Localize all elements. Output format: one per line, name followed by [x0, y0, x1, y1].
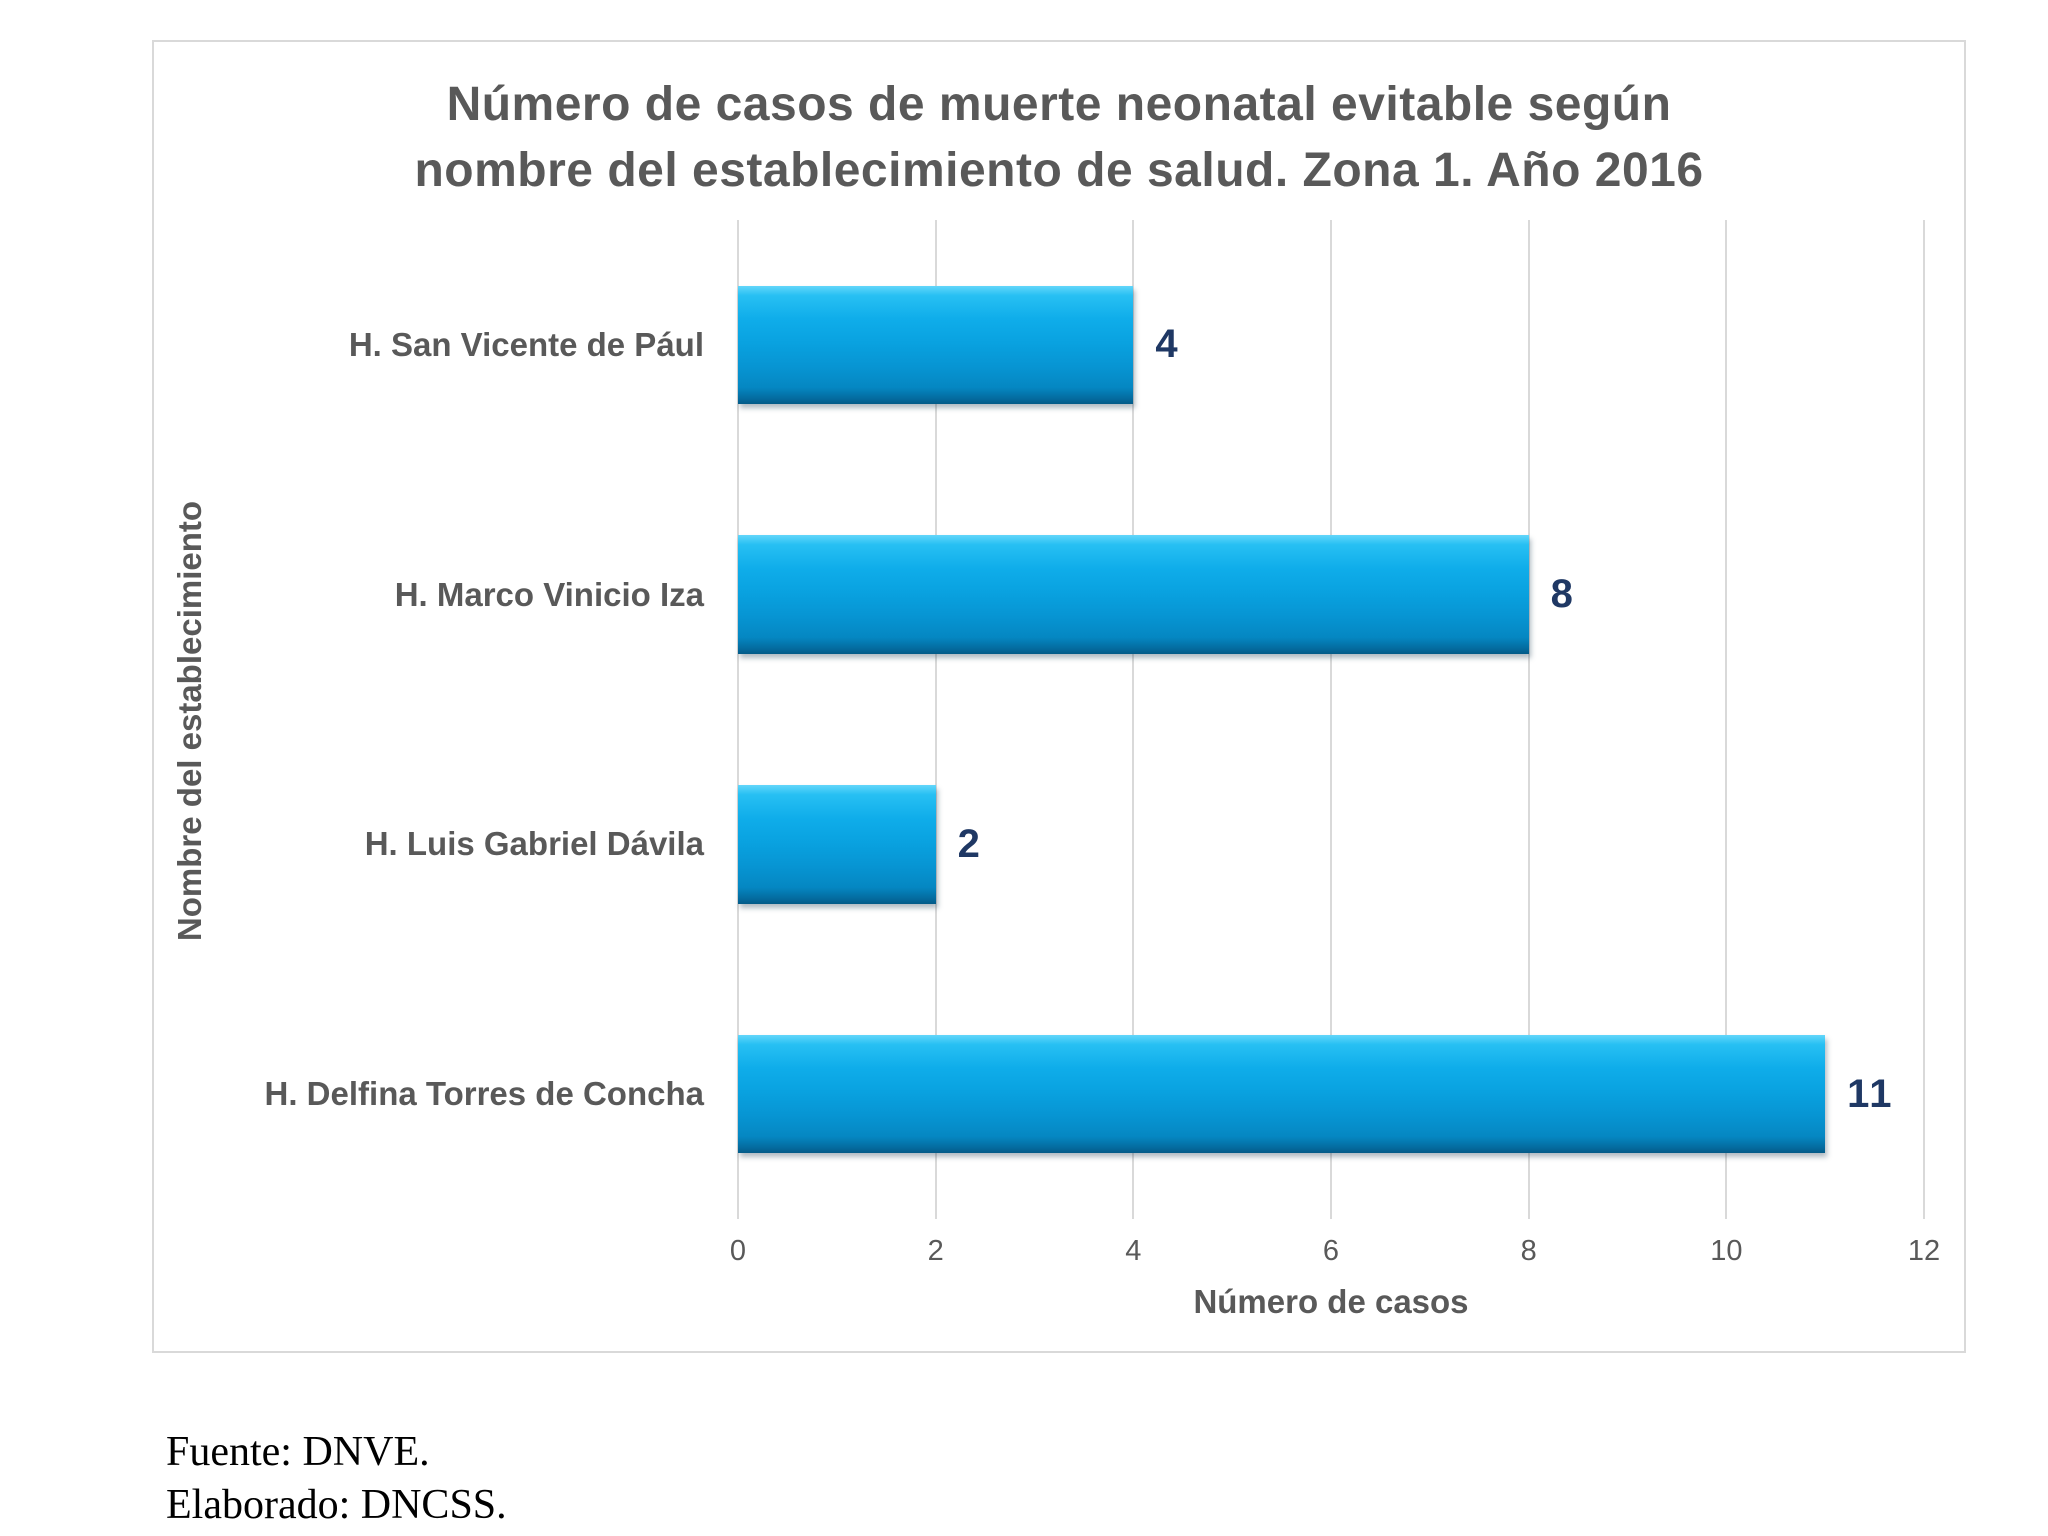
chart-title: Número de casos de muerte neonatal evita… — [154, 42, 1964, 220]
bar-value-label: 4 — [1155, 322, 1180, 367]
x-axis-tick-label: 12 — [1907, 1235, 1941, 1267]
x-axis-tick-label: 4 — [1125, 1235, 1142, 1267]
category-label: H. Delfina Torres de Concha — [264, 1075, 704, 1113]
x-axis-tick-label: 2 — [927, 1235, 944, 1267]
gridline — [1527, 220, 1530, 1219]
bar-row: H. San Vicente de Pául 4 — [226, 220, 1924, 470]
bar — [738, 785, 936, 904]
bar-value-label: 8 — [1550, 572, 1575, 617]
bar — [738, 1034, 1826, 1154]
bar-track: 2 — [738, 720, 1924, 970]
bar-row: H. Luis Gabriel Dávila 2 — [226, 720, 1924, 970]
gridline — [1725, 220, 1728, 1219]
source-note: Fuente: DNVE. — [166, 1429, 430, 1475]
gridline — [1330, 220, 1332, 1219]
bar-track: 4 — [738, 220, 1924, 470]
bar-row: H. Marco Vinicio Iza 8 — [226, 470, 1924, 720]
bar — [738, 285, 1134, 405]
gridline — [934, 220, 937, 1219]
bar — [738, 535, 1529, 654]
plot-content: H. San Vicente de Pául 4 H. Marco Vinicio … — [226, 220, 1964, 1351]
bar-track: 11 — [738, 969, 1924, 1219]
x-axis-tick-label: 0 — [729, 1235, 747, 1267]
x-axis: Número de casos 0 2 4 6 8 10 12 — [730, 1219, 1940, 1351]
chart-main: Nombre del establecimiento H. San Vicent… — [154, 220, 1964, 1351]
gridline — [737, 220, 739, 1219]
chart-frame: Número de casos de muerte neonatal evita… — [152, 40, 1966, 1353]
plot-area: H. San Vicente de Pául 4 H. Marco Vinicio … — [226, 220, 1925, 1219]
category-label: H. Luis Gabriel Dávila — [364, 825, 704, 863]
x-axis-tick-label: 10 — [1710, 1235, 1743, 1267]
category-label: H. San Vicente de Pául — [348, 325, 704, 363]
chart-footnote: Fuente: DNVE. Elaborado: DNCSS. — [166, 1426, 507, 1532]
x-axis-title: Número de casos — [1193, 1283, 1469, 1320]
chart-title-line-2: nombre del establecimiento de salud. Zon… — [414, 144, 1704, 197]
x-axis-tick-label: 8 — [1520, 1235, 1537, 1267]
gridlines — [737, 220, 1925, 1219]
elaborated-note: Elaborado: DNCSS. — [166, 1481, 507, 1528]
x-axis-tick-label: 6 — [1322, 1235, 1340, 1267]
bar-value-label: 2 — [957, 821, 982, 866]
category-label: H. Marco Vinicio Iza — [394, 575, 704, 613]
bar-track: 8 — [738, 470, 1924, 720]
y-axis-title: Nombre del establecimiento — [171, 500, 208, 941]
gridline — [1923, 220, 1925, 1219]
bar-value-label: 11 — [1847, 1071, 1894, 1116]
chart-title-line-1: Número de casos de muerte neonatal evita… — [446, 77, 1672, 131]
gridline — [1132, 220, 1135, 1219]
y-axis-title-column: Nombre del establecimiento — [154, 220, 226, 1351]
bar-row: H. Delfina Torres de Concha 11 — [226, 969, 1924, 1219]
